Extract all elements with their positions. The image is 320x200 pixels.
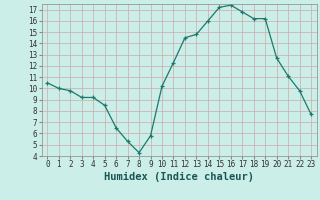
X-axis label: Humidex (Indice chaleur): Humidex (Indice chaleur) (104, 172, 254, 182)
